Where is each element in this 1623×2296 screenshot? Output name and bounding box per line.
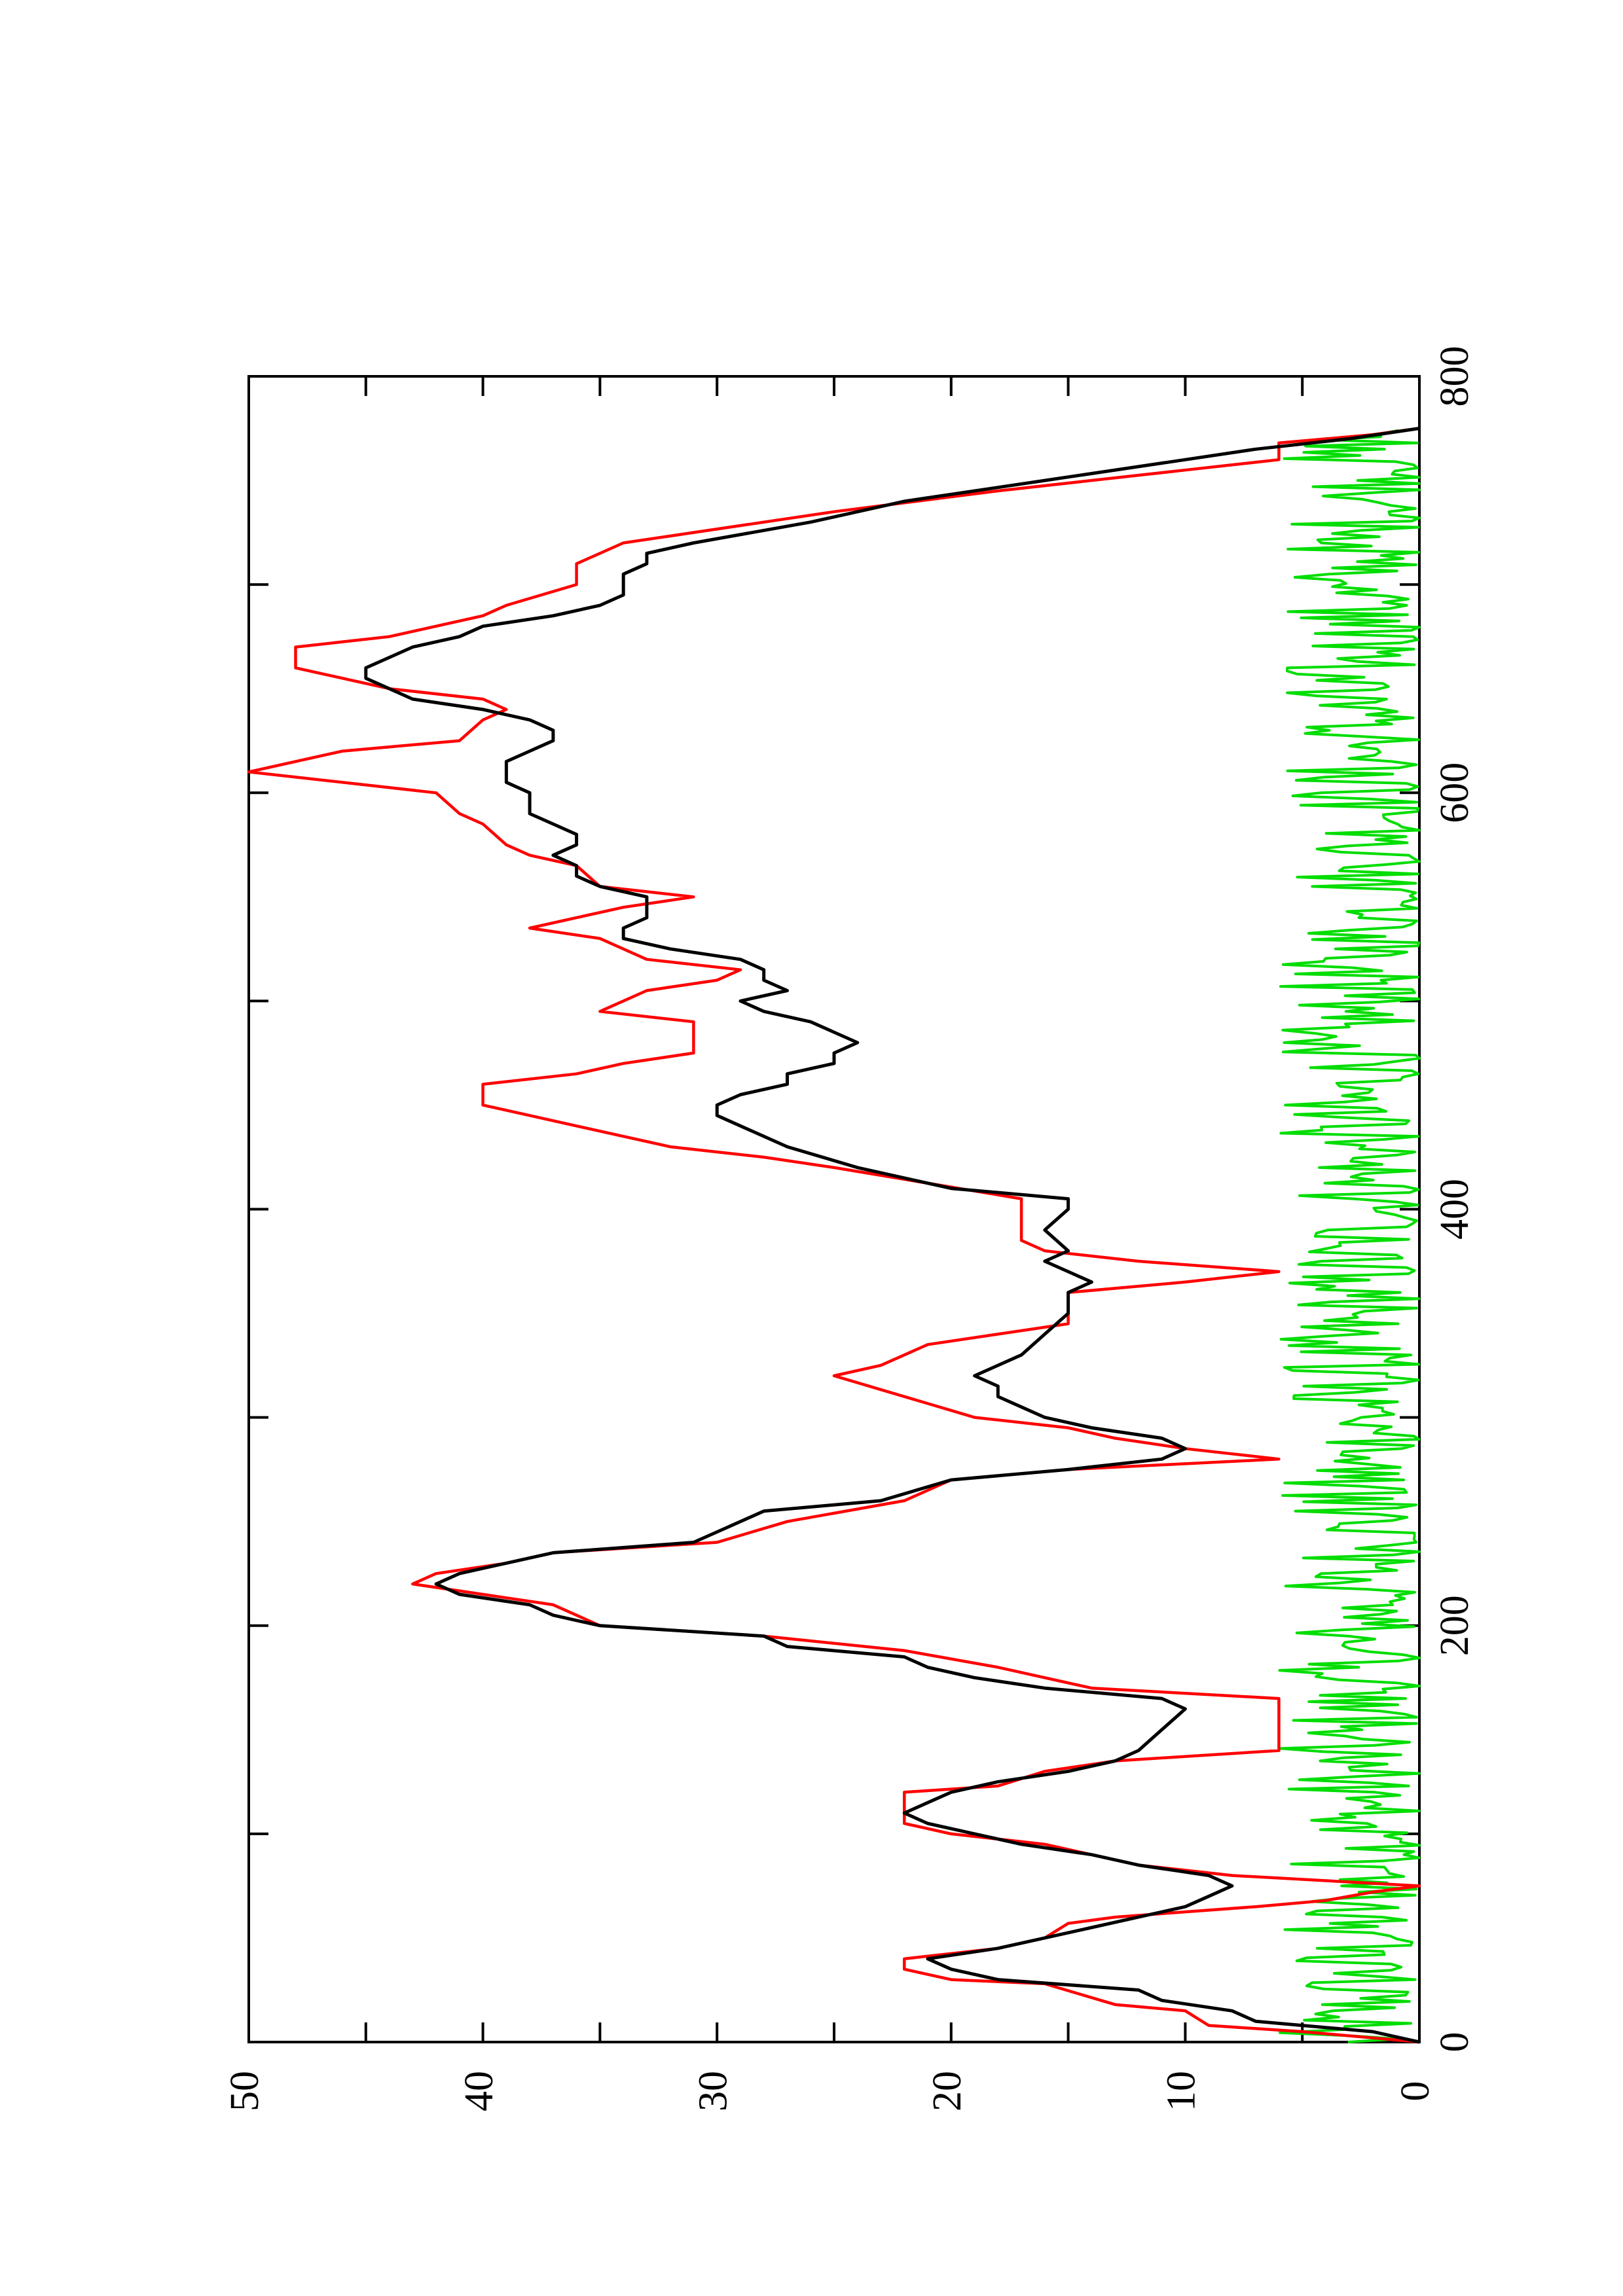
x-tick-label: 600: [1432, 762, 1477, 823]
series-red-line: [247, 427, 1421, 2044]
y-tick-label: 20: [925, 2071, 970, 2111]
x-tick-label: 800: [1432, 346, 1477, 407]
y-tick-label: 30: [691, 2071, 735, 2111]
y-tick-label: 40: [457, 2071, 501, 2111]
plot-frame: [247, 375, 1421, 2043]
series-black-line: [364, 427, 1420, 2044]
x-tick-label: 200: [1432, 1595, 1477, 1656]
series-layer: [247, 427, 1421, 2044]
axis-ticks: [247, 375, 1421, 2043]
x-tick-label: 400: [1432, 1179, 1477, 1240]
axis-tick-labels: 0 200 400 600 800 0 10 20 30 40 50: [223, 346, 1477, 2112]
y-tick-label: 10: [1159, 2071, 1204, 2111]
y-tick-label: 50: [223, 2071, 267, 2111]
series-green-line: [1278, 429, 1421, 2043]
y-tick-label: 0: [1393, 2081, 1438, 2102]
x-tick-label: 0: [1432, 2032, 1477, 2053]
